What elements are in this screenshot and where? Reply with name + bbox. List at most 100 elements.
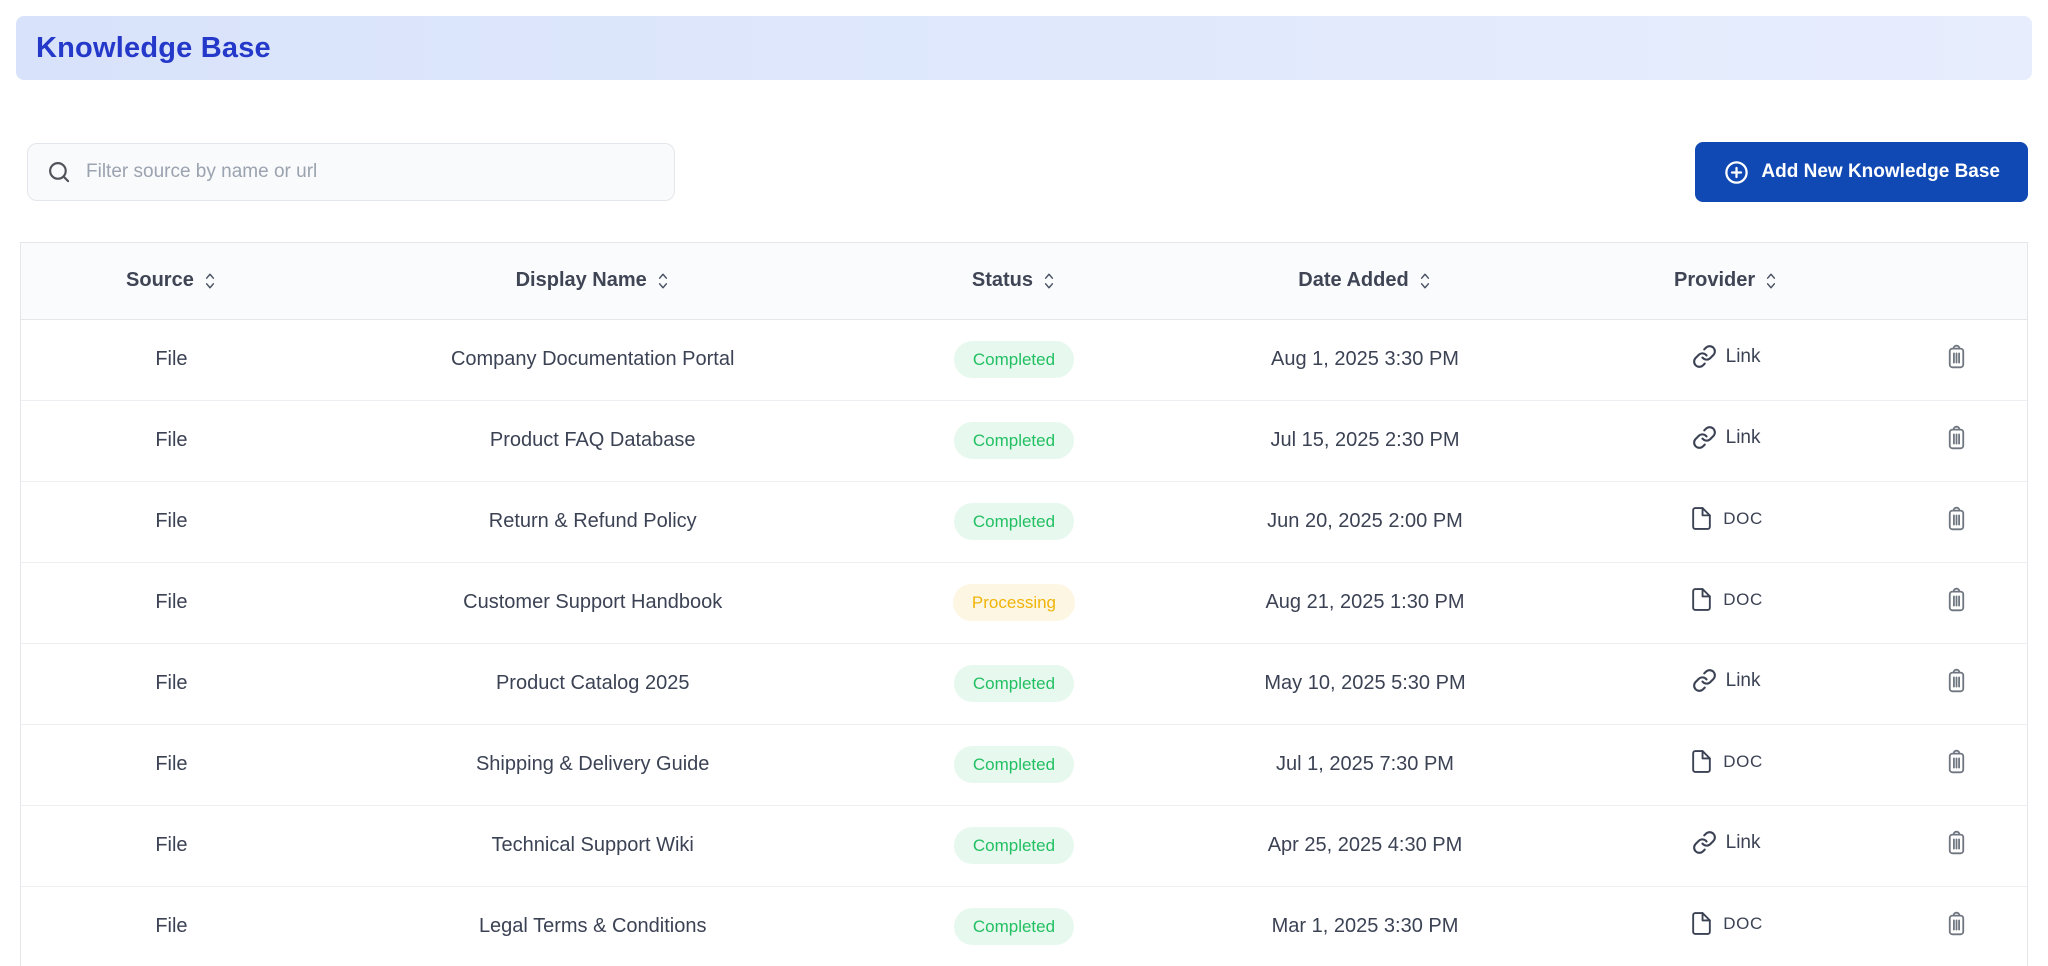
status-badge: Completed	[953, 422, 1075, 459]
source-cell: File	[21, 481, 322, 563]
provider-value: DOC	[1689, 911, 1763, 936]
trash-icon	[1949, 506, 1965, 531]
provider-label: Link	[1725, 831, 1761, 853]
column-header-provider[interactable]: Provider	[1565, 243, 1887, 320]
actions-cell	[1886, 805, 2027, 887]
page-header-banner: Knowledge Base	[16, 16, 2032, 80]
provider-value: Link	[1692, 830, 1761, 855]
page-title: Knowledge Base	[36, 31, 271, 64]
source-cell: File	[21, 805, 322, 887]
table-row: File Shipping & Delivery Guide Completed…	[21, 724, 2027, 806]
delete-button[interactable]	[1943, 910, 1970, 937]
source-value: File	[155, 510, 188, 532]
sort-icon	[658, 273, 667, 289]
actions-cell	[1886, 886, 2027, 966]
table-header: Source Display Name Status	[21, 243, 2027, 320]
provider-label: Link	[1725, 669, 1761, 691]
filter-source-input[interactable]	[86, 161, 656, 183]
actions-cell	[1886, 643, 2027, 725]
knowledge-base-table: Source Display Name Status	[20, 242, 2028, 966]
table-row: File Customer Support Handbook Processin…	[21, 562, 2027, 644]
source-cell: File	[21, 400, 322, 482]
provider-label: Link	[1725, 426, 1761, 448]
date-added-cell: Jun 20, 2025 2:00 PM	[1164, 481, 1566, 563]
date-added-cell: Mar 1, 2025 3:30 PM	[1164, 886, 1566, 966]
actions-cell	[1886, 319, 2027, 401]
display-name-cell: Product Catalog 2025	[321, 643, 864, 725]
date-added-cell: Jul 15, 2025 2:30 PM	[1164, 400, 1566, 482]
status-cell: Completed	[863, 886, 1165, 966]
date-added-cell: May 10, 2025 5:30 PM	[1164, 643, 1566, 725]
status-cell: Completed	[863, 319, 1165, 401]
link-icon	[1692, 831, 1716, 854]
provider-cell: DOC	[1565, 562, 1887, 644]
status-badge: Completed	[953, 341, 1075, 378]
date-added-cell: Apr 25, 2025 4:30 PM	[1164, 805, 1566, 887]
display-name-value: Company Documentation Portal	[450, 348, 735, 370]
delete-button[interactable]	[1943, 667, 1970, 694]
date-added-value: Jul 15, 2025 2:30 PM	[1270, 429, 1460, 451]
display-name-value: Return & Refund Policy	[488, 510, 697, 532]
column-label: Status	[971, 269, 1034, 292]
add-knowledge-base-button[interactable]: Add New Knowledge Base	[1695, 142, 2028, 202]
file-icon	[1692, 912, 1712, 935]
column-header-source[interactable]: Source	[21, 243, 322, 320]
status-cell: Completed	[863, 481, 1165, 563]
provider-cell: Link	[1565, 643, 1887, 725]
display-name-cell: Shipping & Delivery Guide	[321, 724, 864, 806]
search-icon	[49, 162, 70, 183]
trash-icon	[1949, 425, 1965, 450]
actions-cell	[1886, 724, 2027, 806]
delete-button[interactable]	[1943, 748, 1970, 775]
column-label: Display Name	[515, 269, 647, 292]
display-name-value: Legal Terms & Conditions	[478, 915, 707, 937]
delete-button[interactable]	[1943, 829, 1970, 856]
actions-cell	[1886, 481, 2027, 563]
actions-cell	[1886, 562, 2027, 644]
date-added-value: Apr 25, 2025 4:30 PM	[1267, 834, 1463, 856]
display-name-value: Product FAQ Database	[489, 429, 696, 451]
link-icon	[1692, 426, 1716, 449]
provider-cell: DOC	[1565, 724, 1887, 806]
date-added-value: May 10, 2025 5:30 PM	[1264, 672, 1466, 694]
provider-value: Link	[1692, 344, 1761, 369]
delete-button[interactable]	[1943, 586, 1970, 613]
provider-cell: Link	[1565, 805, 1887, 887]
actions-cell	[1886, 400, 2027, 482]
column-label: Provider	[1673, 269, 1756, 292]
display-name-cell: Technical Support Wiki	[321, 805, 864, 887]
table-row: File Product Catalog 2025 Completed May …	[21, 643, 2027, 725]
delete-button[interactable]	[1943, 424, 1970, 451]
column-header-status[interactable]: Status	[863, 243, 1165, 320]
status-badge: Completed	[953, 503, 1075, 540]
source-cell: File	[21, 562, 322, 644]
status-badge: Completed	[953, 746, 1075, 783]
provider-value: DOC	[1689, 587, 1763, 612]
delete-button[interactable]	[1943, 505, 1970, 532]
filter-search-box[interactable]	[27, 143, 675, 201]
status-cell: Completed	[863, 805, 1165, 887]
display-name-value: Shipping & Delivery Guide	[475, 753, 710, 775]
delete-button[interactable]	[1943, 343, 1970, 370]
provider-cell: DOC	[1565, 481, 1887, 563]
provider-cell: Link	[1565, 319, 1887, 401]
column-header-date-added[interactable]: Date Added	[1164, 243, 1566, 320]
date-added-value: Aug 1, 2025 3:30 PM	[1271, 348, 1459, 370]
source-value: File	[155, 348, 188, 370]
provider-value: Link	[1692, 425, 1761, 450]
date-added-value: Jul 1, 2025 7:30 PM	[1276, 753, 1454, 775]
source-cell: File	[21, 886, 322, 966]
column-header-actions	[1886, 243, 2027, 320]
source-cell: File	[21, 319, 322, 401]
trash-icon	[1949, 830, 1965, 855]
date-added-value: Jun 20, 2025 2:00 PM	[1267, 510, 1463, 532]
column-header-display-name[interactable]: Display Name	[321, 243, 864, 320]
trash-icon	[1949, 911, 1965, 936]
source-value: File	[155, 591, 188, 613]
date-added-cell: Aug 21, 2025 1:30 PM	[1164, 562, 1566, 644]
provider-value: DOC	[1689, 506, 1763, 531]
date-added-cell: Aug 1, 2025 3:30 PM	[1164, 319, 1566, 401]
table-row: File Legal Terms & Conditions Completed …	[21, 886, 2027, 966]
sort-icon	[1767, 273, 1776, 289]
column-label: Date Added	[1298, 269, 1409, 292]
